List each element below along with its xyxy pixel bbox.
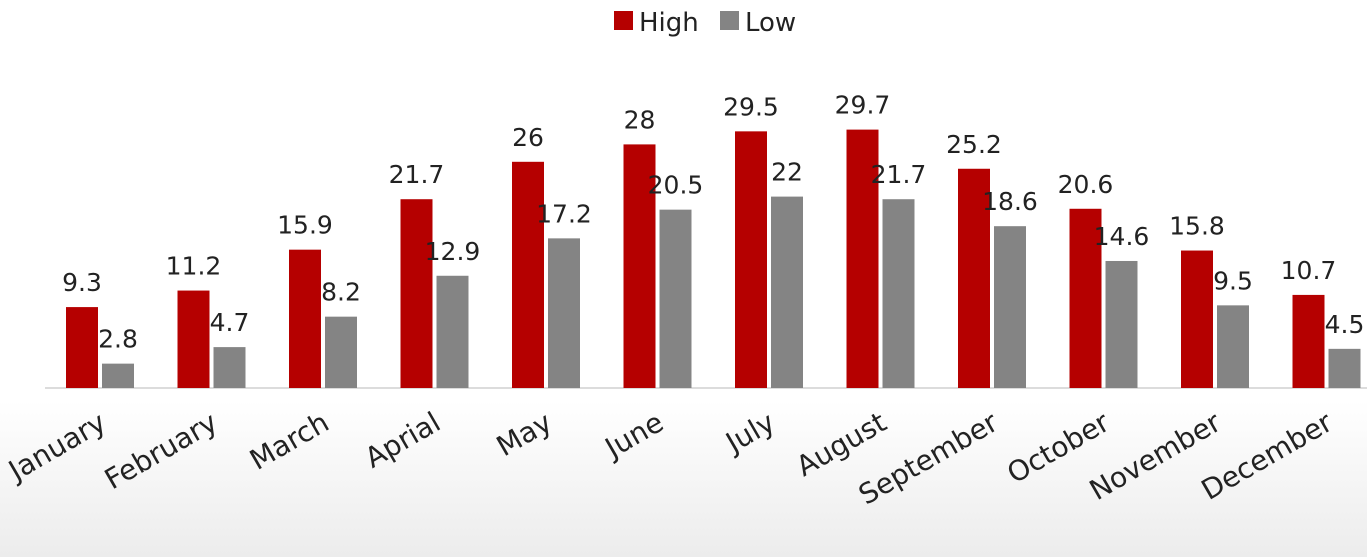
value-label-low-july: 22 [771,158,803,187]
value-label-low-june: 20.5 [648,171,704,200]
x-tick-label-aprial: Aprial [359,405,446,474]
value-label-low-february: 4.7 [210,308,250,337]
x-tick-label-january: January [1,405,111,488]
value-label-high-february: 11.2 [166,252,222,281]
value-label-low-may: 17.2 [536,199,592,228]
x-tick-label-march: March [244,405,334,476]
bar-low-january [102,363,134,388]
value-label-high-september: 25.2 [946,130,1002,159]
bar-low-december [1328,348,1361,388]
bar-low-aprial [436,275,469,388]
legend-label-high: High [639,8,699,38]
value-label-high-march: 15.9 [277,211,333,240]
value-label-high-july: 29.5 [723,92,779,121]
value-labels-group: 9.3 2.8 11.2 4.7 15.9 8.2 21.7 12.9 26 17.2 28 20.5… [62,91,1364,354]
value-label-low-january: 2.8 [98,325,138,354]
bar-high-august [846,129,879,389]
bar-low-september [994,226,1026,388]
bar-high-november [1181,250,1213,388]
x-tick-label-june: June [598,405,669,465]
bar-low-august [882,199,915,388]
bar-high-aprial [400,199,433,388]
value-label-high-august: 29.7 [835,91,891,120]
value-label-high-january: 9.3 [62,268,102,297]
bar-high-september [958,168,990,388]
bar-high-february [177,290,210,388]
value-label-high-june: 28 [624,105,656,134]
bar-low-july [771,196,803,388]
value-label-low-december: 4.5 [1325,310,1365,339]
bar-low-october [1105,260,1138,388]
bar-low-march [325,316,357,388]
value-label-high-aprial: 21.7 [389,160,445,189]
bar-high-january [66,307,98,388]
bar-high-march [289,249,321,388]
value-label-high-may: 26 [512,123,544,152]
bar-low-june [659,209,692,388]
bar-low-may [548,238,580,388]
legend-swatch-low [720,11,739,30]
value-label-low-august: 21.7 [871,160,927,189]
bar-high-october [1069,208,1102,388]
value-label-low-november: 9.5 [1213,266,1253,295]
x-tick-label-february: February [99,405,223,496]
bar-low-february [213,347,246,388]
legend: High Low [614,8,796,38]
value-label-low-october: 14.6 [1094,222,1150,251]
value-label-low-aprial: 12.9 [425,237,481,266]
bar-high-june [623,144,656,388]
bar-low-november [1217,305,1249,388]
x-tick-label-july: July [719,405,781,460]
legend-swatch-high [614,11,633,30]
value-label-high-december: 10.7 [1281,256,1337,285]
bar-high-december [1292,294,1325,388]
legend-label-low: Low [745,8,796,38]
value-label-high-november: 15.8 [1169,212,1225,241]
x-tick-label-may: May [491,405,558,463]
value-label-high-october: 20.6 [1058,170,1114,199]
bar-high-july [735,131,767,388]
bar-high-may [512,161,544,388]
value-label-low-march: 8.2 [321,278,361,307]
value-label-low-september: 18.6 [982,187,1038,216]
bars-group [66,129,1361,389]
